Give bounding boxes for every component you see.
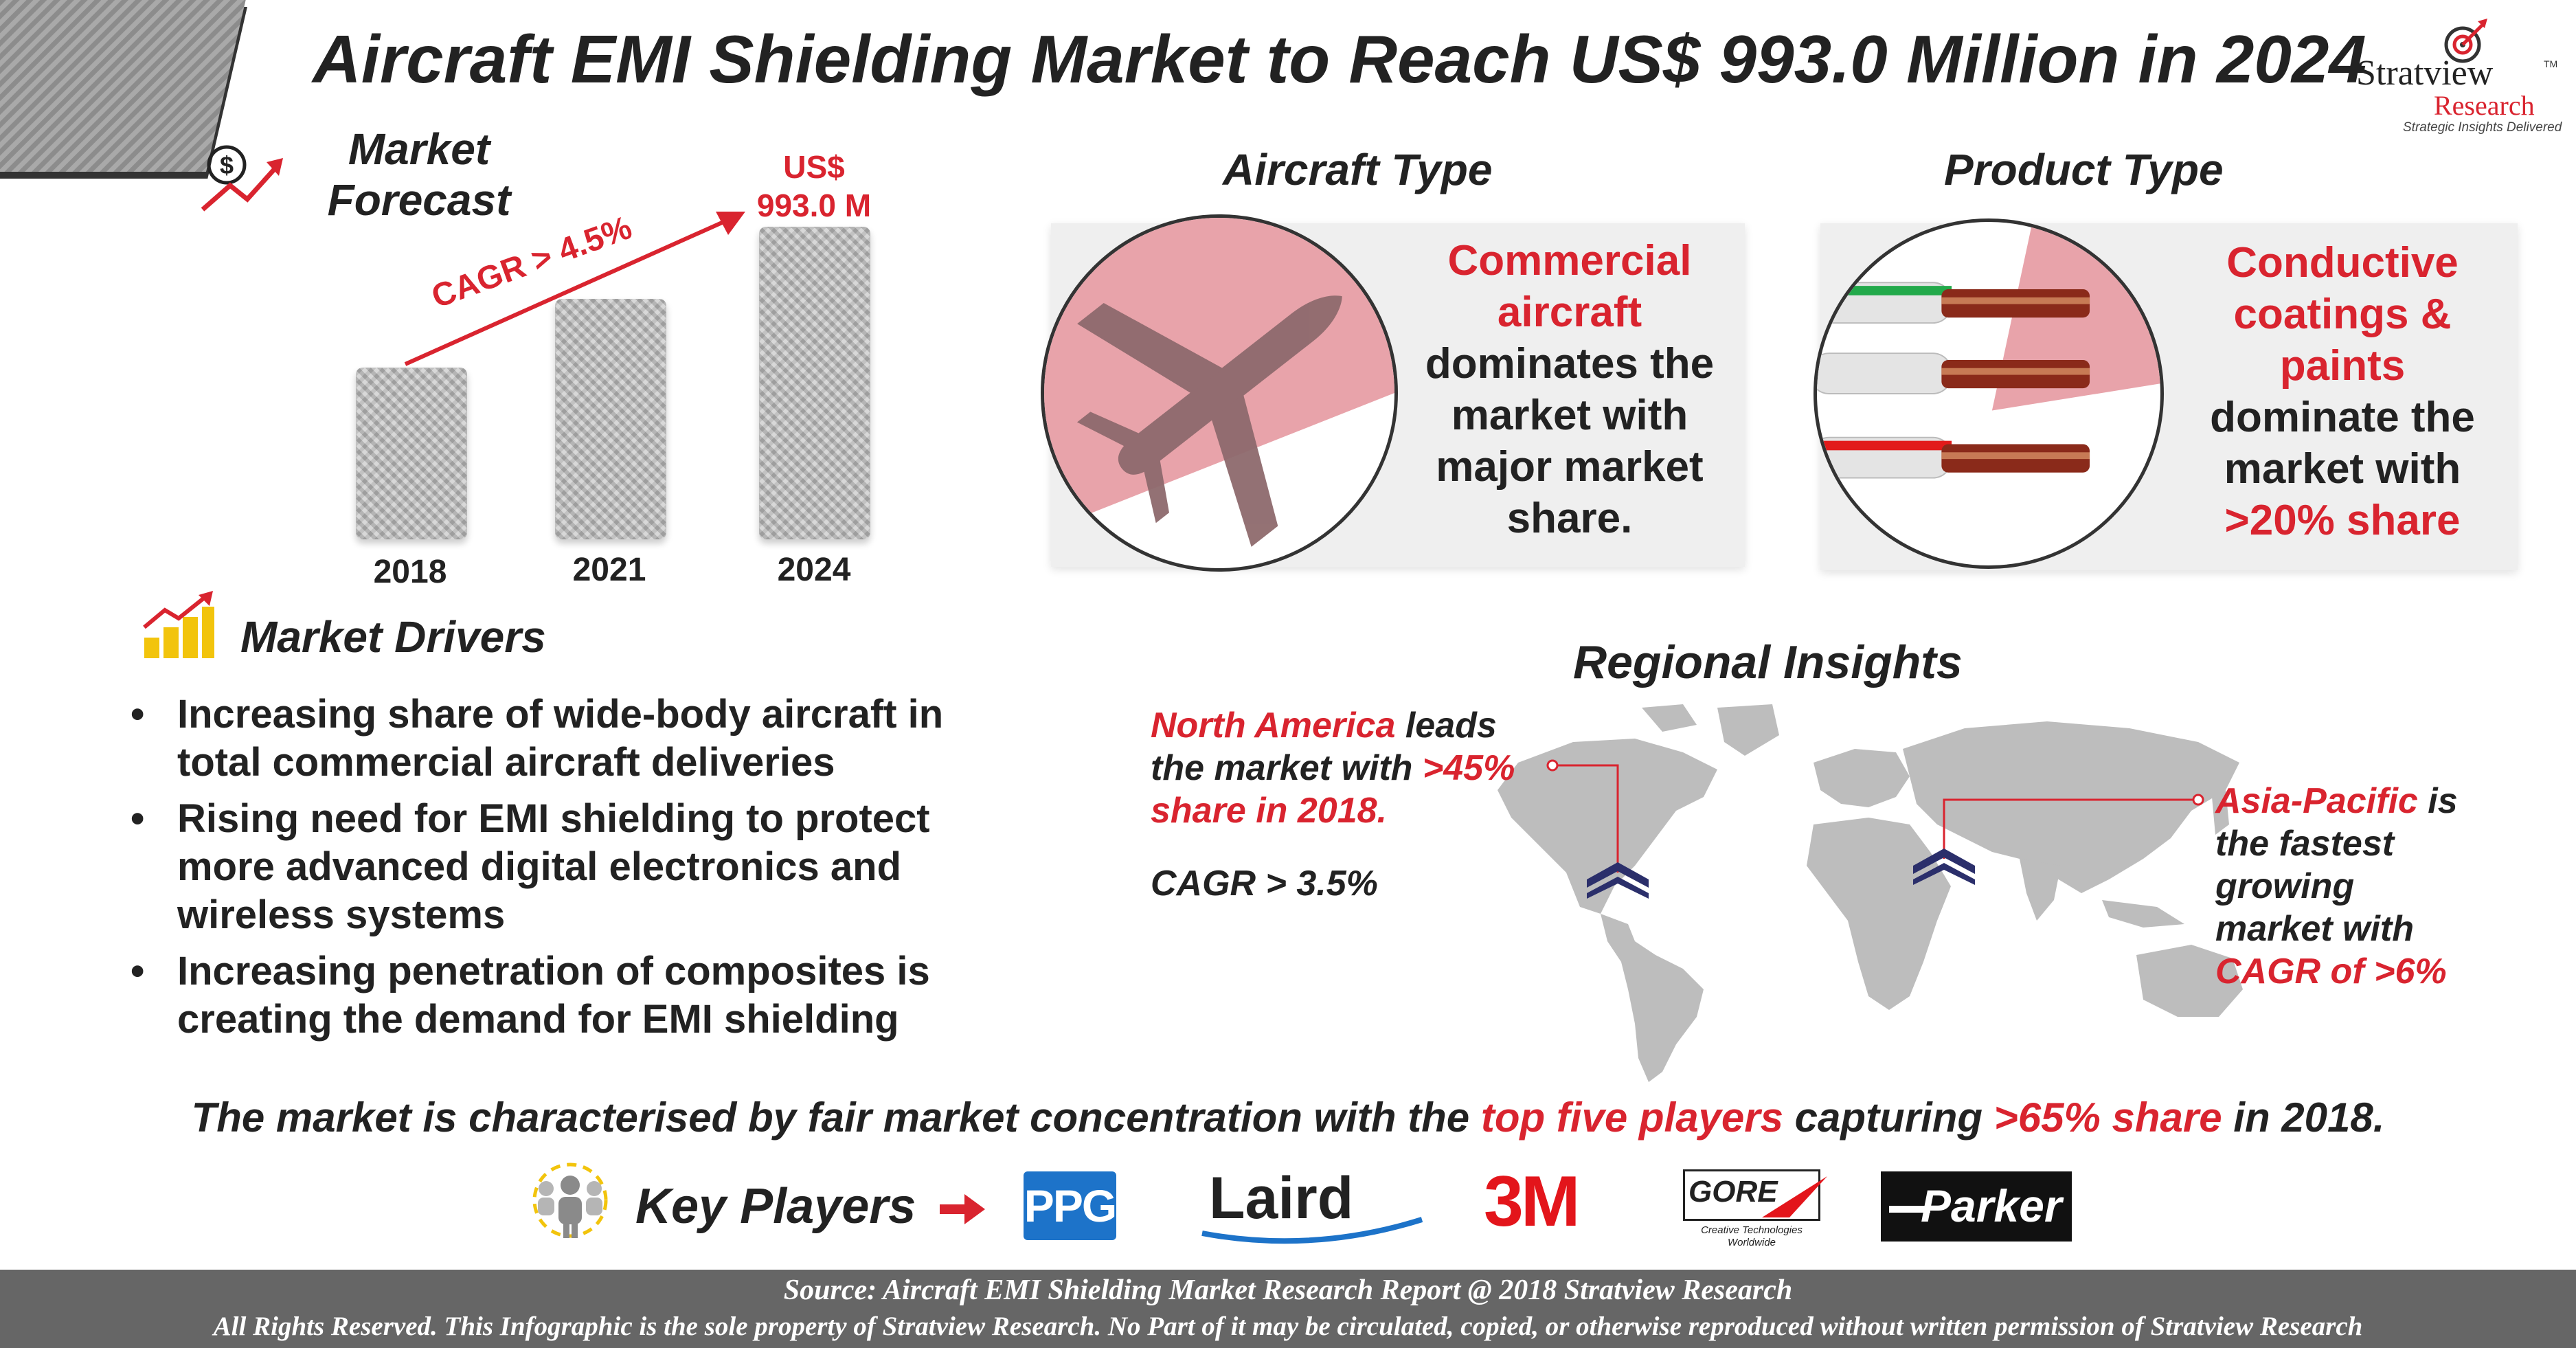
- gore-logo: GORE Creative Technologies Worldwide: [1683, 1169, 1827, 1262]
- product-highlight-line2: coatings &: [2233, 291, 2452, 338]
- logo-research: Research: [2434, 90, 2535, 121]
- gore-logo-text: GORE: [1688, 1175, 1778, 1209]
- aircraft-text-line4: share.: [1506, 495, 1633, 542]
- svg-text:$: $: [220, 151, 234, 179]
- dollar-growth-icon: $: [201, 145, 283, 212]
- parker-logo: Parker: [1881, 1171, 2072, 1242]
- parker-logo-text: Parker: [1921, 1180, 2062, 1231]
- drivers-list: Increasing share of wide-body aircraft i…: [131, 690, 1024, 1052]
- 3m-logo: 3M: [1484, 1162, 1580, 1242]
- footer-rights: All Rights Reserved. This Infographic is…: [213, 1312, 2363, 1341]
- ap-text1: is: [2417, 781, 2458, 821]
- laird-logo: Laird: [1195, 1165, 1429, 1247]
- asia-pacific-connector: [1913, 794, 2204, 885]
- forecast-heading-line1: Market: [348, 124, 490, 174]
- ap-text3: growing: [2215, 866, 2355, 906]
- ap-region-name: Asia-Pacific: [2215, 781, 2418, 821]
- summary-part3: in 2018.: [2222, 1094, 2385, 1141]
- forecast-value-label: US$ 993.0 M: [728, 148, 900, 225]
- year-label-2018: 2018: [373, 554, 447, 590]
- gore-triangle: [1762, 1176, 1827, 1217]
- driver-item: Increasing penetration of composites is …: [131, 947, 1024, 1044]
- logo-tagline: Strategic Insights Delivered: [2403, 120, 2562, 135]
- na-region-name: North America: [1151, 706, 1396, 745]
- ppg-logo-text: PPG: [1024, 1180, 1117, 1231]
- aircraft-text-line1: dominates the: [1425, 340, 1715, 387]
- summary-highlight1: top five players: [1480, 1094, 1784, 1141]
- key-players-heading: Key Players: [635, 1179, 916, 1234]
- people-group-icon: [532, 1162, 608, 1238]
- page-title: Aircraft EMI Shielding Market to Reach U…: [313, 21, 2366, 97]
- summary-part1: The market is characterised by fair mark…: [191, 1094, 1481, 1141]
- bar-chart-growth-icon: [143, 591, 214, 658]
- cagr-arrow: [404, 212, 745, 366]
- laird-swoosh: [1201, 1217, 1423, 1244]
- summary-highlight2: >65% share: [1993, 1094, 2222, 1141]
- forecast-value-line1: US$: [783, 149, 845, 185]
- forecast-heading-line2: Forecast: [327, 175, 511, 225]
- laird-logo-text: Laird: [1209, 1165, 1354, 1231]
- product-text-line1: dominate the: [2210, 394, 2475, 441]
- bar-2024: [759, 227, 870, 539]
- world-map: [1498, 704, 2243, 1082]
- na-text3: share in 2018.: [1151, 791, 1387, 831]
- year-label-2021: 2021: [572, 552, 646, 588]
- aircraft-highlight-line2: aircraft: [1497, 289, 1642, 336]
- gore-tagline2: Worldwide: [1727, 1237, 1776, 1248]
- product-circle: [1814, 218, 2164, 569]
- logo-name: Stratview: [2356, 54, 2494, 93]
- market-summary: The market is characterised by fair mark…: [0, 1094, 2576, 1141]
- ap-text2: the fastest: [2215, 824, 2395, 864]
- bar-2021: [555, 299, 666, 539]
- aircraft-text-line2: market with: [1451, 392, 1688, 439]
- product-highlight-line1: Conductive: [2226, 239, 2459, 287]
- arrow-right-icon: [940, 1194, 985, 1224]
- airplane-icon: [1044, 218, 1394, 547]
- carbon-sheet-image: [0, 0, 247, 179]
- bar-2018: [356, 368, 467, 539]
- na-text2: the market with: [1151, 748, 1423, 788]
- summary-part2: capturing: [1783, 1094, 1994, 1141]
- aircraft-text-line3: major market: [1436, 443, 1704, 491]
- aircraft-circle: [1041, 214, 1398, 572]
- regional-insights-heading: Regional Insights: [1573, 636, 1963, 688]
- na-text1: leads: [1395, 706, 1497, 745]
- driver-item: Increasing share of wide-body aircraft i…: [131, 690, 1024, 787]
- north-america-insight: North America leads the market with >45%…: [1151, 704, 1549, 832]
- product-text-line2: market with: [2224, 445, 2461, 493]
- cables-icon: [1817, 222, 2160, 479]
- gore-tagline1: Creative Technologies: [1701, 1224, 1803, 1236]
- market-forecast-heading: Market Forecast: [302, 124, 536, 225]
- ap-text4: market with: [2215, 909, 2414, 949]
- target-icon: [2444, 19, 2487, 63]
- ap-cagr: CAGR of >6%: [2215, 952, 2447, 991]
- stratview-logo: Stratview TM Research Strategic Insights…: [2346, 17, 2566, 141]
- na-share: >45%: [1422, 748, 1515, 788]
- product-highlight-share: >20% share: [2224, 497, 2461, 544]
- footer: Source: Aircraft EMI Shielding Market Re…: [0, 1270, 2576, 1348]
- product-type-text: Conductive coatings & paints dominate th…: [2164, 237, 2521, 546]
- north-america-connector: [1546, 759, 1649, 899]
- product-type-heading: Product Type: [1944, 145, 2224, 194]
- forecast-value-line2: 993.0 M: [756, 188, 872, 223]
- driver-item: Rising need for EMI shielding to protect…: [131, 795, 1024, 939]
- footer-source: Source: Aircraft EMI Shielding Market Re…: [783, 1274, 1793, 1306]
- product-highlight-line3: paints: [2279, 342, 2406, 390]
- aircraft-type-text: Commercial aircraft dominates the market…: [1405, 235, 1735, 544]
- market-drivers-heading: Market Drivers: [240, 612, 546, 662]
- aircraft-type-heading: Aircraft Type: [1223, 145, 1493, 194]
- asia-pacific-insight: Asia-Pacific is the fastest growing mark…: [2215, 780, 2559, 993]
- ppg-logo: PPG: [1024, 1171, 1117, 1240]
- na-cagr: CAGR > 3.5%: [1151, 864, 1378, 903]
- year-label-2024: 2024: [777, 552, 851, 588]
- logo-tm: TM: [2544, 58, 2558, 69]
- aircraft-highlight-line1: Commercial: [1447, 237, 1692, 284]
